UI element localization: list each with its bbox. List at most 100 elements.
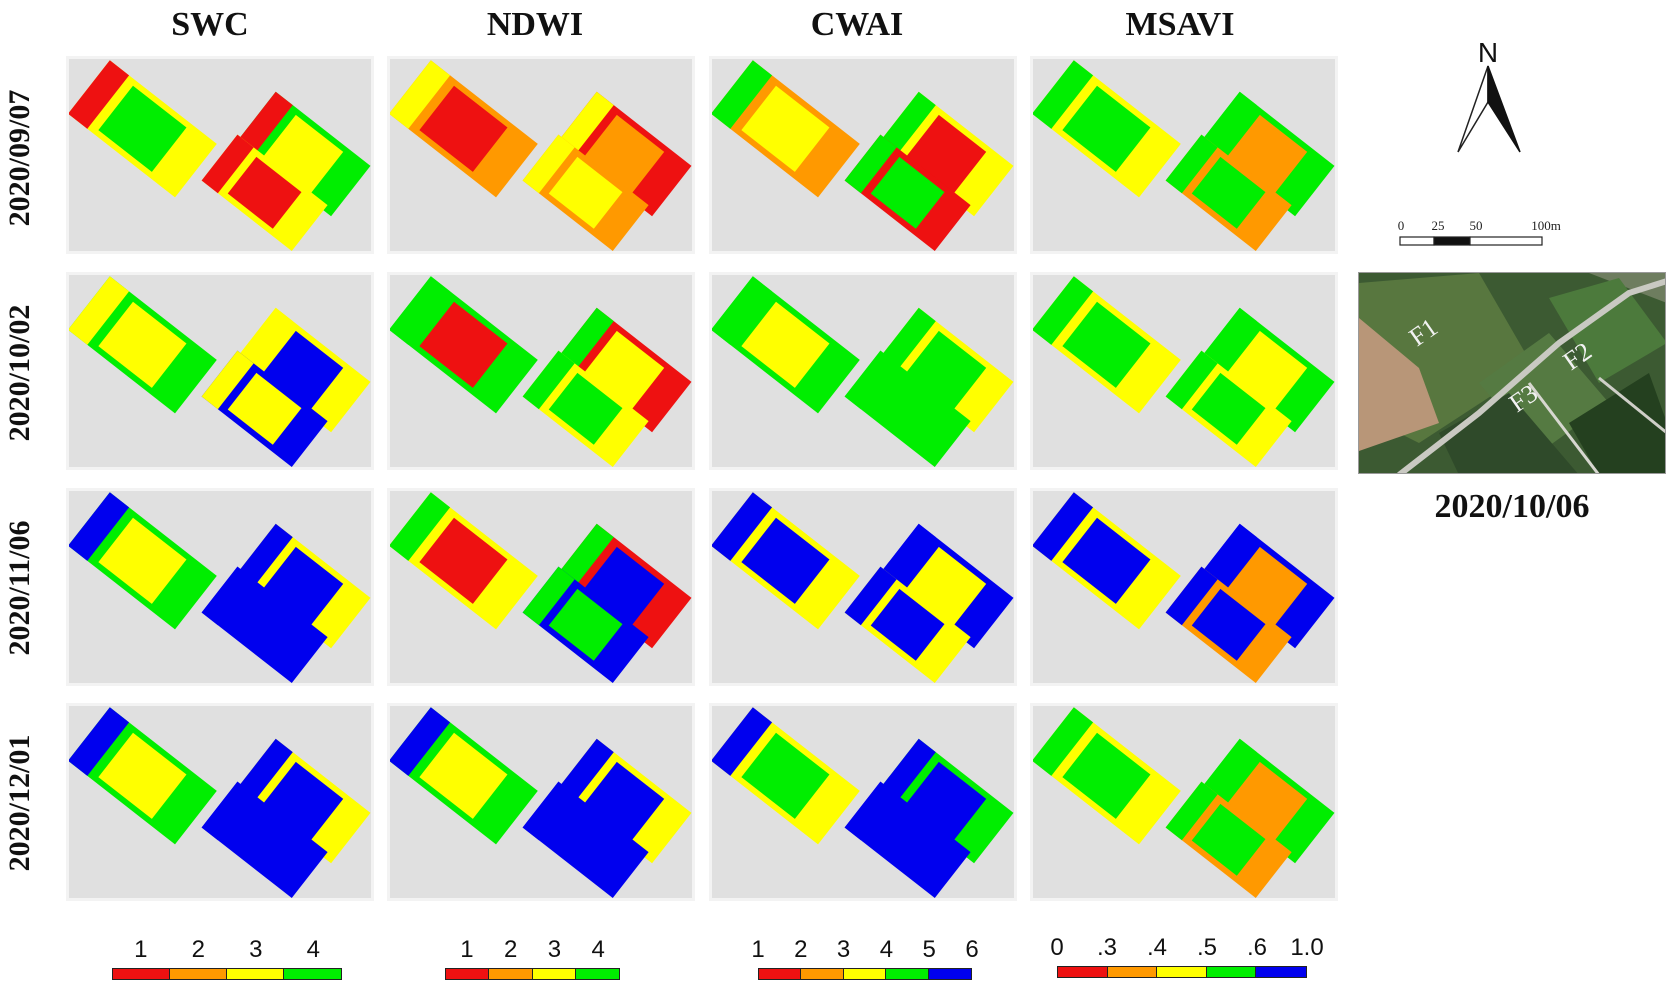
field-edge-zone <box>557 523 614 588</box>
legend-msavi-label-3: .4 <box>1146 934 1168 961</box>
legend-msavi-label-2: .3 <box>1096 934 1118 961</box>
field-zone <box>263 761 344 841</box>
field-edge-zone <box>1165 134 1218 194</box>
legend-ndwi-label-4: 4 <box>591 936 605 963</box>
field-zone <box>263 114 344 194</box>
legend-cwai-label-6: 6 <box>965 936 979 963</box>
field-edge-zone <box>522 134 575 194</box>
map-panel-cwai-r4 <box>709 703 1017 901</box>
field-zone <box>1062 85 1151 172</box>
field-f1 <box>1033 492 1181 630</box>
legend-cwai-label-5: 5 <box>922 936 936 963</box>
field-zone <box>227 803 302 876</box>
map-panel-swc-r1 <box>66 56 374 254</box>
field-f3 <box>201 134 328 251</box>
field-zone <box>1191 803 1266 876</box>
map-panel-msavi-r2 <box>1030 272 1338 470</box>
map-panel-msavi-r4 <box>1030 703 1338 901</box>
map-panel-ndwi-r2 <box>387 272 695 470</box>
field-zone <box>419 301 508 388</box>
field-f3 <box>201 350 328 467</box>
legend-msavi-label-6: 1.0 <box>1290 934 1324 961</box>
field-edge-zone <box>712 276 773 345</box>
legend-swc-swatch-2 <box>170 969 227 979</box>
field-zone <box>906 761 987 841</box>
legend-ndwi-label-2: 2 <box>503 936 518 963</box>
legend-ndwi-swatch-4 <box>575 969 619 979</box>
field-f2 <box>557 91 692 217</box>
field-f2 <box>236 91 371 217</box>
field-zone <box>870 588 945 661</box>
legend-swc-swatch-4 <box>284 969 341 979</box>
field-zone <box>906 546 987 626</box>
field-zone <box>263 546 344 626</box>
scale-tick-100: 100m <box>1531 218 1561 233</box>
legend-msavi-swatch-4 <box>1206 967 1257 977</box>
field-f1 <box>390 707 538 845</box>
field-f1 <box>1033 707 1181 845</box>
field-f1 <box>390 60 538 198</box>
column-header-msavi: MSAVI <box>1125 6 1235 43</box>
field-edge-zone <box>69 707 130 776</box>
field-edge-zone <box>1033 276 1094 345</box>
field-edge-zone <box>201 134 254 194</box>
field-zone <box>1227 114 1308 194</box>
field-zone <box>584 330 665 410</box>
field-zone <box>98 732 187 819</box>
field-edge-zone <box>1033 60 1094 129</box>
field-f3 <box>1165 350 1292 467</box>
legend-ndwi-swatch-3 <box>532 969 576 979</box>
scale-bar: 0 25 50 100m <box>1398 218 1578 258</box>
field-zone <box>1062 301 1151 388</box>
field-f3 <box>522 781 649 898</box>
field-edge-zone <box>236 307 293 372</box>
field-edge-zone <box>879 307 936 372</box>
legend-msavi: 0 .3 .4 .5 .6 1.0 <box>1050 934 1324 980</box>
field-f3 <box>1165 781 1292 898</box>
map-panel-ndwi-r3 <box>387 488 695 686</box>
field-f2 <box>557 523 692 649</box>
legend-ndwi-label-3: 3 <box>547 936 562 963</box>
field-f3 <box>201 566 328 683</box>
field-f1 <box>712 60 860 198</box>
north-label: N <box>1478 37 1498 68</box>
field-edge-zone <box>69 276 130 345</box>
field-f1 <box>69 276 217 414</box>
field-zone <box>1062 517 1151 604</box>
legend-cwai-swatch-1 <box>759 969 802 979</box>
field-edge-zone <box>390 276 451 345</box>
scale-tick-25: 25 <box>1431 218 1445 233</box>
field-edge-zone <box>1165 350 1218 410</box>
field-zone <box>741 732 830 819</box>
field-zone <box>98 517 187 604</box>
field-zone <box>227 588 302 661</box>
field-zone <box>584 114 665 194</box>
north-arrow-icon: N <box>1457 37 1521 153</box>
field-edge-zone <box>712 492 773 561</box>
field-zone <box>870 156 945 229</box>
field-edge-zone <box>236 523 293 588</box>
field-zone <box>98 85 187 172</box>
legend-cwai-labels: 1 2 3 4 5 6 <box>751 936 978 966</box>
field-edge-zone <box>844 134 897 194</box>
field-f3 <box>844 781 971 898</box>
field-f1 <box>390 492 538 630</box>
legend-msavi-swatch-1 <box>1058 967 1108 977</box>
map-panel-swc-r3 <box>66 488 374 686</box>
legend-cwai-label-2: 2 <box>794 936 808 963</box>
legend-swc: 1 2 3 4 <box>112 936 342 982</box>
row-label-2: 2020/10/02 <box>3 304 36 442</box>
legend-msavi-swatch-5 <box>1256 967 1306 977</box>
field-edge-zone <box>522 781 575 841</box>
field-zone <box>548 588 623 661</box>
field-edge-zone <box>390 60 451 129</box>
field-edge-zone <box>879 91 936 156</box>
field-f3 <box>844 566 971 683</box>
field-f3 <box>522 350 649 467</box>
field-f2 <box>1200 307 1335 433</box>
legend-ndwi-labels: 1 2 3 4 <box>445 936 620 966</box>
field-edge-zone <box>236 91 293 156</box>
map-panel-swc-r4 <box>66 703 374 901</box>
field-edge-zone <box>236 738 293 803</box>
field-f3 <box>522 566 649 683</box>
